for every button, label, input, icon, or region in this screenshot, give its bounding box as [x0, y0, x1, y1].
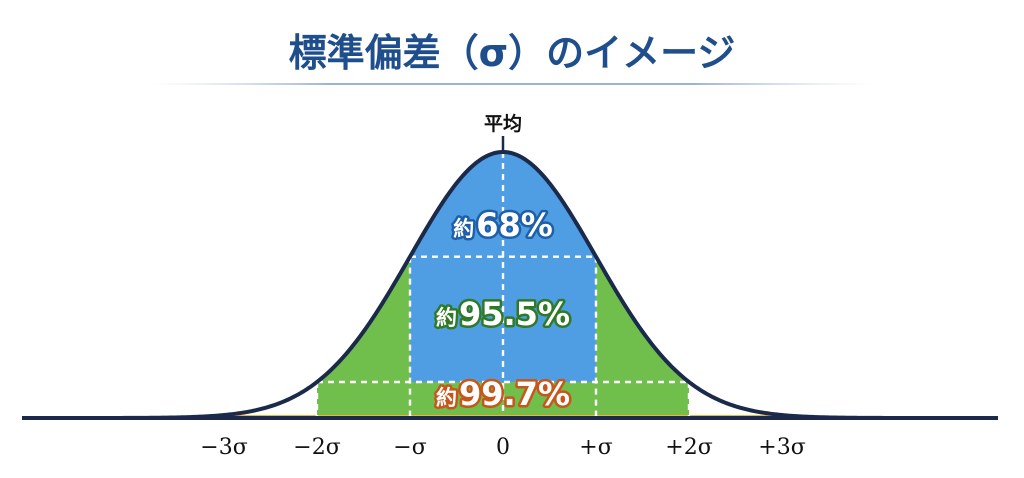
- band-labels: 約68%約95.5%約99.7%: [433, 204, 572, 416]
- band-label-value: 99.7%: [459, 375, 570, 413]
- tick-label: −3σ: [200, 435, 247, 460]
- tick-label: +σ: [579, 435, 612, 460]
- band-label-prefix: 約: [453, 217, 474, 241]
- tick-label: −σ: [393, 435, 426, 460]
- mean-label: 平均: [484, 112, 522, 135]
- band-label-prefix: 約: [436, 386, 457, 410]
- band-99-7-label: 約99.7%: [436, 375, 570, 413]
- band-label-value: 95.5%: [459, 295, 570, 333]
- band-95-5-label: 約95.5%: [436, 295, 570, 333]
- band-label-prefix: 約: [436, 306, 457, 330]
- tick-label: +3σ: [758, 435, 805, 460]
- x-axis-tick-labels: −3σ −2σ −σ 0 +σ +2σ +3σ: [200, 435, 805, 460]
- tick-label: 0: [496, 435, 510, 460]
- band-68-label: 約68%: [453, 206, 553, 244]
- page-title: 標準偏差（σ）のイメージ: [289, 31, 736, 75]
- tick-label: −2σ: [293, 435, 340, 460]
- tick-label: +2σ: [665, 435, 712, 460]
- title-underline: [150, 83, 874, 85]
- band-label-value: 68%: [476, 206, 553, 244]
